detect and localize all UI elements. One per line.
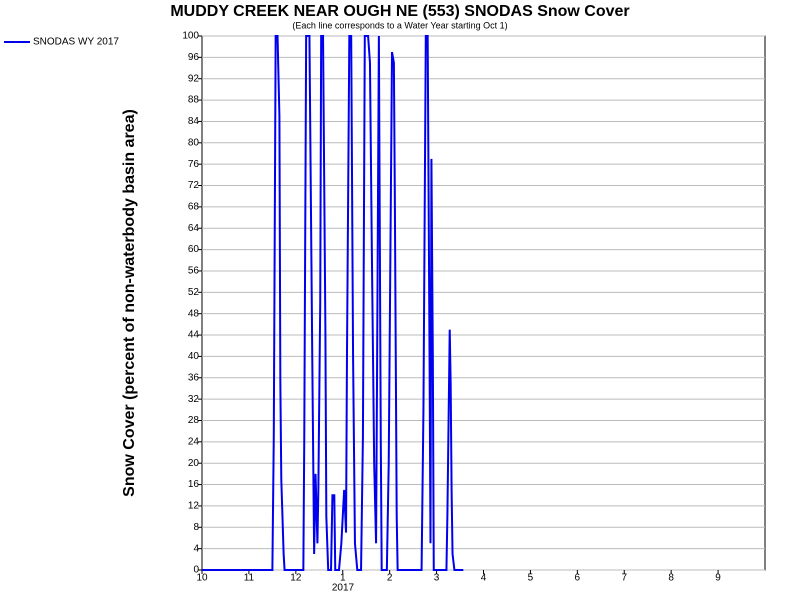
x-tick-label: 10 bbox=[196, 573, 208, 584]
y-tick-label: 56 bbox=[188, 266, 200, 277]
plot-area bbox=[201, 35, 766, 571]
x-tick-label: 4 bbox=[481, 573, 487, 584]
y-tick-label: 72 bbox=[188, 180, 200, 191]
y-tick-label: 68 bbox=[188, 202, 200, 213]
y-tick-label: 76 bbox=[188, 159, 200, 170]
y-axis-label: Snow Cover (percent of non-waterbody bas… bbox=[121, 109, 138, 497]
y-tick-label: 40 bbox=[188, 351, 200, 362]
y-tick-label: 96 bbox=[188, 52, 200, 63]
x-tick-label: 7 bbox=[621, 573, 627, 584]
legend-label: SNODAS WY 2017 bbox=[33, 37, 119, 48]
y-tick-label: 88 bbox=[188, 95, 200, 106]
y-tick-label: 32 bbox=[188, 394, 200, 405]
x-tick-label: 12 bbox=[290, 573, 302, 584]
y-tick-label: 28 bbox=[188, 415, 200, 426]
y-tick-label: 60 bbox=[188, 244, 200, 255]
y-tick-label: 8 bbox=[193, 522, 199, 533]
x-tick-label: 8 bbox=[668, 573, 674, 584]
x-tick-label: 11 bbox=[244, 573, 255, 584]
x-tick-label: 3 bbox=[434, 573, 440, 584]
y-tick-label: 44 bbox=[188, 330, 200, 341]
y-tick-label: 80 bbox=[188, 137, 200, 148]
data-line bbox=[202, 35, 464, 571]
chart-title: MUDDY CREEK NEAR OUGH NE (553) SNODAS Sn… bbox=[170, 3, 629, 20]
y-tick-label: 48 bbox=[188, 308, 200, 319]
x-tick-label: 6 bbox=[575, 573, 581, 584]
chart-subtitle: (Each line corresponds to a Water Year s… bbox=[292, 20, 507, 30]
year-label: 2017 bbox=[332, 583, 355, 594]
y-tick-label: 64 bbox=[188, 223, 200, 234]
y-tick-label: 12 bbox=[188, 501, 200, 512]
y-tick-label: 36 bbox=[188, 372, 200, 383]
y-tick-label: 52 bbox=[188, 287, 200, 298]
x-tick-label: 2 bbox=[387, 573, 393, 584]
x-tick-label: 5 bbox=[528, 573, 534, 584]
y-tick-label: 20 bbox=[188, 458, 200, 469]
y-tick-label: 84 bbox=[188, 116, 200, 127]
y-tick-label: 4 bbox=[193, 543, 199, 554]
y-tick-label: 16 bbox=[188, 479, 200, 490]
x-tick-label: 1 bbox=[340, 573, 346, 584]
x-tick-label: 9 bbox=[715, 573, 721, 584]
y-tick-label: 92 bbox=[188, 73, 200, 84]
y-tick-label: 24 bbox=[188, 436, 200, 447]
y-tick-label: 0 bbox=[193, 565, 199, 576]
y-tick-label: 100 bbox=[182, 31, 199, 42]
